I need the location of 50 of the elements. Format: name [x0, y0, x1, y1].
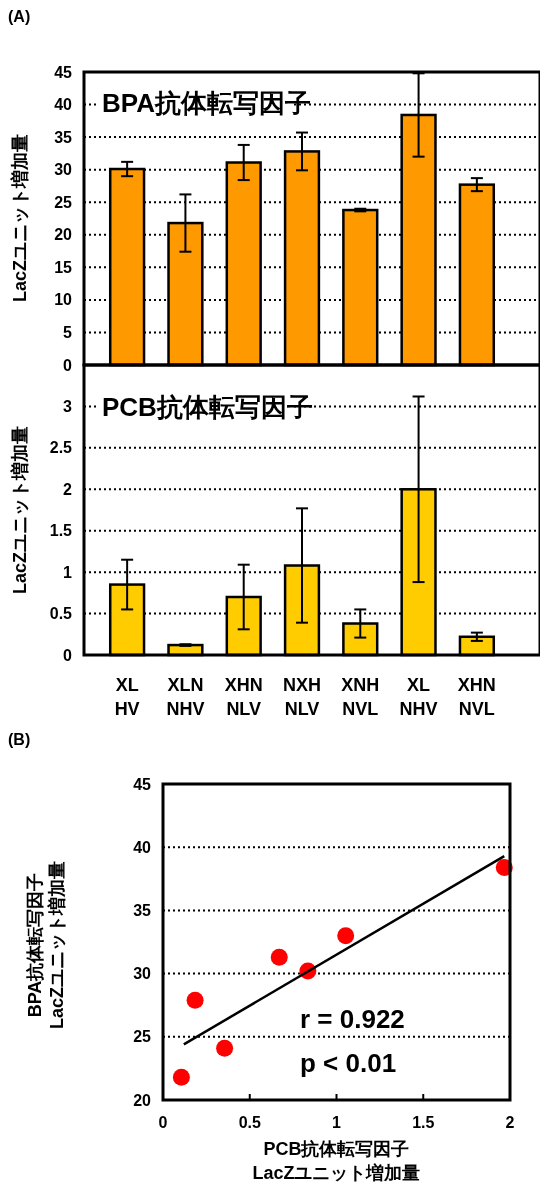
annotation: p < 0.01 [300, 1048, 397, 1078]
x-tick-label: XL NHV [399, 675, 438, 719]
y-tick-label: 2 [63, 480, 73, 498]
point [172, 1068, 190, 1086]
point [337, 927, 355, 945]
y-tick-label: 35 [133, 902, 152, 919]
x-tick-label: 0 [158, 1114, 168, 1131]
y-tick-label: 0 [63, 356, 73, 374]
y-tick-label: 3 [63, 398, 73, 416]
x-tick-label: XHN NVL [457, 675, 496, 719]
y-tick-label: 5 [63, 324, 73, 342]
y-tick-label: 40 [54, 96, 73, 114]
y-tick-label: 40 [133, 838, 152, 856]
y-tick-label: 2.5 [49, 439, 73, 457]
x-tick-label: 2 [505, 1114, 515, 1131]
y-tick-label: 45 [54, 63, 73, 81]
point [186, 991, 204, 1009]
y-tick-label: 25 [54, 193, 73, 211]
y-tick-label: 45 [133, 775, 152, 793]
point [270, 948, 288, 966]
x-tick-label: 1.5 [412, 1114, 435, 1131]
y-tick-label: 30 [54, 161, 73, 179]
y-tick-label: 25 [133, 1028, 152, 1046]
y-axis-title: LacZユニット増加量 [9, 133, 30, 303]
text: (A) [8, 8, 31, 25]
y-tick-label: 35 [54, 128, 73, 146]
y-tick-label: 30 [133, 965, 152, 983]
y-tick-label: 20 [54, 226, 73, 244]
x-tick-label: NXH NLV [282, 675, 322, 719]
point [216, 1039, 234, 1057]
y-axis-title: LacZユニット増加量 [9, 425, 30, 595]
x-tick-label: XLN NHV [166, 675, 205, 719]
y-tick-label: 10 [54, 291, 73, 309]
x-tick-label: 1 [332, 1114, 342, 1131]
y-tick-label: 20 [133, 1091, 152, 1109]
x-tick-label: XL HV [114, 675, 140, 719]
y-tick-label: 0 [63, 646, 73, 664]
text: (B) [8, 731, 31, 748]
y-tick-label: 0.5 [49, 605, 73, 623]
text: PCB抗体転写因子 [102, 392, 313, 422]
y-axis-title: BPA抗体転写因子 LacZユニット増加量 [25, 860, 67, 1030]
x-tick-label: XNH NVL [341, 675, 380, 719]
y-tick-label: 1.5 [49, 522, 73, 540]
annotation: r = 0.922 [300, 1004, 405, 1034]
x-tick-label: XHN NLV [224, 675, 263, 719]
x-tick-label: 0.5 [238, 1114, 261, 1131]
y-tick-label: 15 [54, 258, 73, 276]
x-axis-title: PCB抗体転写因子 LacZユニット増加量 [252, 1139, 421, 1183]
y-tick-label: 1 [63, 563, 73, 581]
text: BPA抗体転写因子 [102, 88, 311, 118]
